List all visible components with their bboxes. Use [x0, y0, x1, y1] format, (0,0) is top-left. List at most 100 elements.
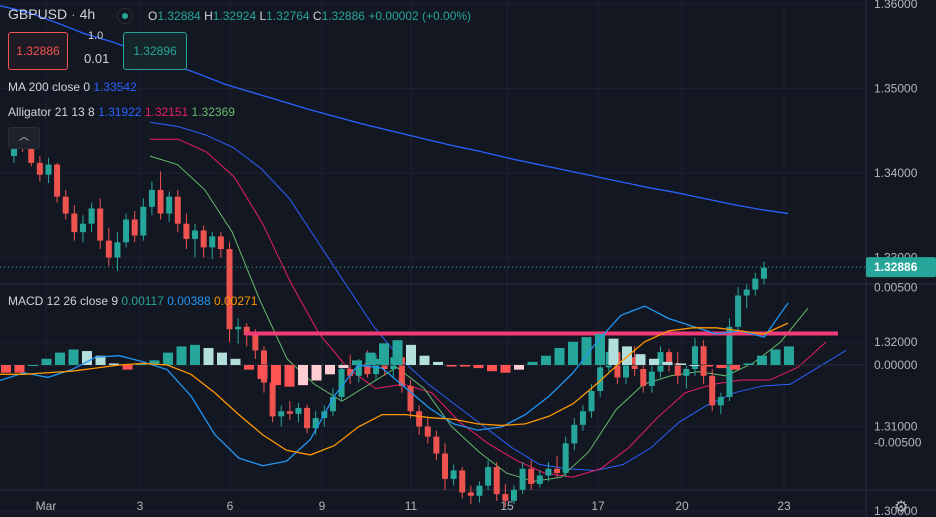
macd-signal-value: 0.00271 — [213, 294, 258, 308]
macd-histogram-bar — [433, 361, 443, 365]
ma-legend[interactable]: MA 200 close 0 1.33542 — [8, 80, 137, 94]
candle-body — [304, 407, 311, 429]
candle-body — [183, 223, 190, 239]
macd-histogram-bar — [649, 358, 659, 365]
close-value: 1.32886 — [321, 9, 365, 23]
candle-body — [433, 436, 440, 454]
macd-histogram-bar — [554, 347, 565, 365]
macd-histogram-bar — [608, 338, 619, 365]
candle-body — [131, 219, 138, 236]
macd-histogram-bar — [352, 360, 362, 365]
alligator-legend[interactable]: Alligator 21 13 8 1.31922 1.32151 1.3236… — [8, 105, 235, 119]
candle-body — [683, 369, 690, 376]
macd-histogram-bar — [55, 352, 65, 365]
time-axis-label: 3 — [137, 499, 144, 513]
candle-body — [752, 278, 759, 290]
current-price-label: 1.32886 — [874, 260, 918, 274]
candle-body — [571, 424, 578, 444]
macd-histogram-bar — [14, 365, 25, 373]
symbol-title[interactable]: GBPUSD · 4h — [8, 6, 96, 22]
settings-gear-icon[interactable]: ⚙ — [894, 499, 909, 516]
price-axis-label: 1.32000 — [874, 335, 918, 349]
macd-histogram-bar — [271, 365, 281, 386]
candle-body — [62, 196, 69, 214]
buy-button[interactable]: 1.32896 — [123, 32, 187, 70]
macd-line — [0, 302, 789, 467]
open-label: O — [148, 9, 158, 23]
macd-histogram-bar — [28, 365, 38, 366]
sell-button[interactable]: 1.32886 — [8, 32, 68, 70]
candle-body — [416, 411, 423, 427]
macd-histogram-bar — [473, 365, 484, 369]
price-axis-label: 1.31000 — [874, 420, 918, 434]
macd-histogram-bar — [365, 352, 376, 365]
candle-body — [398, 357, 405, 386]
candle-body — [364, 363, 371, 375]
quantity-input[interactable]: 0.01 — [84, 51, 110, 66]
macd-histogram-bar — [392, 340, 403, 365]
candle-body — [674, 363, 681, 376]
alligator-jaw-value: 1.31922 — [98, 105, 142, 119]
macd-axis-label: 0.00500 — [874, 281, 918, 295]
macd-histogram-bar — [460, 365, 470, 367]
candle-body — [700, 346, 707, 376]
spread-value: 1.0 — [88, 30, 104, 42]
macd-histogram-bar — [95, 355, 106, 365]
price-axis-label: 1.35000 — [874, 82, 918, 96]
macd-histogram-bar — [68, 349, 79, 365]
candle-body — [329, 396, 336, 412]
ma-value: 1.33542 — [93, 80, 137, 94]
macd-histogram-bar — [338, 365, 349, 369]
macd-histogram-bar — [622, 346, 632, 365]
macd-histogram-bar — [298, 365, 308, 386]
macd-histogram-bar — [581, 337, 592, 365]
macd-histogram-bar — [689, 365, 700, 366]
collapse-legend-button[interactable]: ︿ — [8, 127, 40, 149]
macd-histogram-bar — [217, 352, 227, 365]
time-axis-label: Mar — [36, 499, 57, 513]
candle-body — [123, 219, 130, 243]
interval-label: 4h — [79, 6, 96, 22]
macd-histogram-bar — [244, 365, 254, 370]
candle-body — [243, 326, 250, 336]
candle-body — [760, 267, 767, 279]
macd-histogram-bar — [41, 358, 52, 365]
time-axis-label: 11 — [405, 499, 418, 513]
candle-body — [536, 475, 543, 484]
candle-body — [735, 295, 742, 327]
macd-legend[interactable]: MACD 12 26 close 9 0.00117 0.00388 0.002… — [8, 294, 257, 308]
candle-body — [174, 196, 181, 224]
candle-body — [588, 391, 595, 412]
macd-histogram-bar — [730, 365, 740, 370]
candle-body — [54, 164, 61, 197]
macd-label: MACD 12 26 close 9 — [8, 294, 119, 308]
candle-body — [226, 249, 233, 330]
macd-histogram-bar — [716, 365, 727, 369]
market-status-icon — [117, 8, 133, 24]
macd-histogram-bar — [406, 344, 416, 365]
macd-histogram-bar — [325, 365, 335, 375]
candle-body — [347, 369, 354, 376]
close-label: C — [312, 9, 322, 23]
price-axis-label: 1.34000 — [874, 166, 918, 180]
macd-histogram-bar — [662, 361, 673, 365]
candle-body — [459, 470, 466, 493]
candle-body — [355, 363, 362, 376]
candle-body — [157, 189, 164, 214]
candle-body — [45, 164, 52, 175]
candle-body — [502, 494, 509, 501]
macd-histogram-bar — [109, 363, 119, 365]
candle-body — [105, 240, 112, 258]
candle-body — [252, 335, 259, 351]
macd-histogram-bar — [163, 352, 173, 365]
candle-body — [648, 371, 655, 386]
candle-body — [166, 196, 173, 214]
macd-histogram-bar — [82, 351, 92, 365]
macd-histogram-bar — [568, 341, 578, 365]
macd-histogram-bar — [595, 334, 605, 365]
macd-histogram-bar — [635, 354, 646, 365]
macd-histogram-bar — [743, 363, 754, 365]
macd-line-value: 0.00388 — [167, 294, 211, 308]
candle-body — [373, 358, 380, 375]
